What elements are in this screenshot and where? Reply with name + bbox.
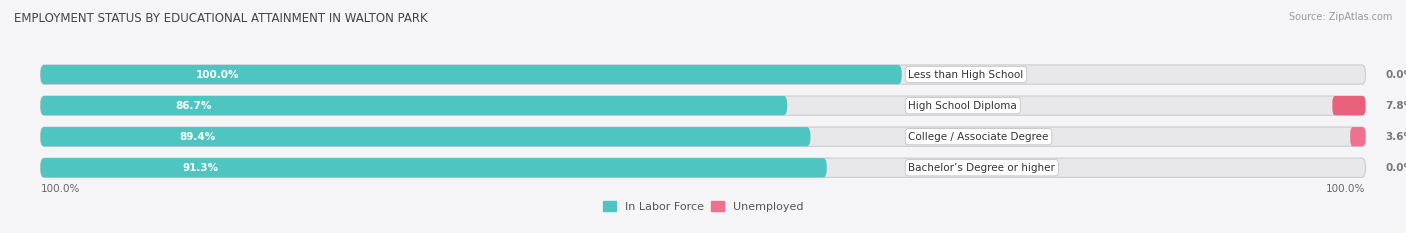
Text: 86.7%: 86.7% [174, 101, 211, 111]
FancyBboxPatch shape [41, 65, 901, 84]
Text: 89.4%: 89.4% [179, 132, 215, 142]
Text: 100.0%: 100.0% [41, 184, 80, 194]
FancyBboxPatch shape [41, 127, 810, 146]
FancyBboxPatch shape [41, 96, 787, 115]
FancyBboxPatch shape [41, 65, 1365, 84]
Text: 100.0%: 100.0% [195, 70, 239, 79]
Text: 3.6%: 3.6% [1385, 132, 1406, 142]
Text: 0.0%: 0.0% [1385, 163, 1406, 173]
FancyBboxPatch shape [41, 127, 1365, 146]
FancyBboxPatch shape [41, 158, 827, 177]
Text: Source: ZipAtlas.com: Source: ZipAtlas.com [1288, 12, 1392, 22]
Text: 7.8%: 7.8% [1385, 101, 1406, 111]
Text: 100.0%: 100.0% [1326, 184, 1365, 194]
Legend: In Labor Force, Unemployed: In Labor Force, Unemployed [598, 197, 808, 216]
Text: 91.3%: 91.3% [183, 163, 218, 173]
Text: EMPLOYMENT STATUS BY EDUCATIONAL ATTAINMENT IN WALTON PARK: EMPLOYMENT STATUS BY EDUCATIONAL ATTAINM… [14, 12, 427, 25]
FancyBboxPatch shape [41, 96, 1365, 115]
Text: 0.0%: 0.0% [1385, 70, 1406, 79]
FancyBboxPatch shape [1350, 127, 1365, 146]
Text: Bachelor’s Degree or higher: Bachelor’s Degree or higher [908, 163, 1056, 173]
Text: High School Diploma: High School Diploma [908, 101, 1017, 111]
Text: College / Associate Degree: College / Associate Degree [908, 132, 1049, 142]
FancyBboxPatch shape [41, 158, 1365, 177]
FancyBboxPatch shape [1333, 96, 1365, 115]
Text: Less than High School: Less than High School [908, 70, 1024, 79]
